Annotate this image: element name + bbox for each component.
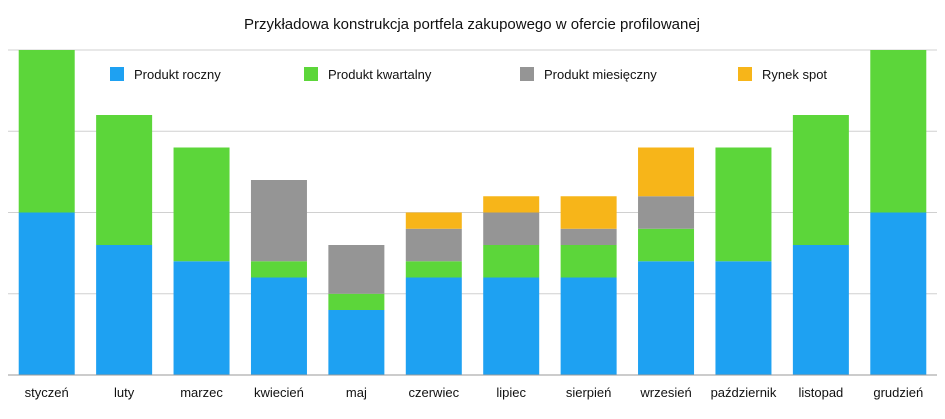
bar-segment: [792, 245, 849, 375]
chart-title: Przykładowa konstrukcja portfela zakupow…: [244, 16, 700, 33]
bar-segment: [715, 147, 772, 262]
bar-segment: [18, 50, 75, 213]
x-tick-label: czerwiec: [409, 385, 460, 400]
x-tick-label: wrzesień: [639, 385, 691, 400]
gridlines: [8, 49, 937, 295]
legend-swatch: [110, 67, 124, 81]
bar-segment: [405, 212, 462, 229]
bar-segment: [328, 310, 385, 375]
bar-segment: [405, 228, 462, 262]
x-tick-label: kwiecień: [254, 385, 304, 400]
bar-segment: [483, 277, 540, 375]
legend: Produkt roczny Produkt kwartalny Produkt m…: [110, 67, 827, 82]
bar-segment: [870, 50, 927, 213]
x-tick-label: listopad: [798, 385, 843, 400]
legend-label: Produkt roczny: [134, 67, 221, 82]
bar-segment: [173, 261, 230, 375]
bar-segment: [18, 212, 75, 375]
bar-segment: [715, 261, 772, 375]
x-tick-label: grudzień: [873, 385, 923, 400]
x-tick-label: luty: [114, 385, 135, 400]
bar-segment: [96, 245, 153, 375]
bar-segment: [250, 277, 307, 375]
legend-label: Produkt miesięczny: [544, 67, 657, 82]
legend-swatch: [304, 67, 318, 81]
bar-segment: [638, 196, 695, 229]
legend-swatch: [738, 67, 752, 81]
bar-segment: [792, 115, 849, 245]
bar-segment: [250, 180, 307, 262]
bar-segment: [96, 115, 153, 245]
x-tick-label: maj: [346, 385, 367, 400]
bar-segment: [560, 228, 617, 245]
x-tick-labels: styczeń luty marzec kwiecień maj czerwiec lipi…: [25, 385, 924, 400]
bar-segment: [405, 277, 462, 375]
bar-segment: [328, 293, 385, 310]
bar-segment: [328, 245, 385, 294]
x-tick-label: październik: [711, 385, 777, 400]
bar-segment: [638, 261, 695, 375]
x-tick-label: lipiec: [496, 385, 526, 400]
legend-swatch: [520, 67, 534, 81]
legend-label: Rynek spot: [762, 67, 827, 82]
bar-segment: [560, 245, 617, 278]
x-tick-label: sierpień: [566, 385, 612, 400]
bar-segment: [560, 196, 617, 229]
bar-segment: [483, 212, 540, 245]
x-tick-label: marzec: [180, 385, 223, 400]
bars: [18, 50, 927, 375]
bar-segment: [173, 147, 230, 262]
bar-segment: [250, 261, 307, 278]
x-tick-label: styczeń: [25, 385, 69, 400]
bar-segment: [483, 196, 540, 213]
bar-segment: [560, 277, 617, 375]
bar-segment: [483, 245, 540, 278]
legend-label: Produkt kwartalny: [328, 67, 432, 82]
bar-segment: [638, 228, 695, 262]
bar-segment: [870, 212, 927, 375]
bar-segment: [405, 261, 462, 278]
bar-segment: [638, 147, 695, 197]
